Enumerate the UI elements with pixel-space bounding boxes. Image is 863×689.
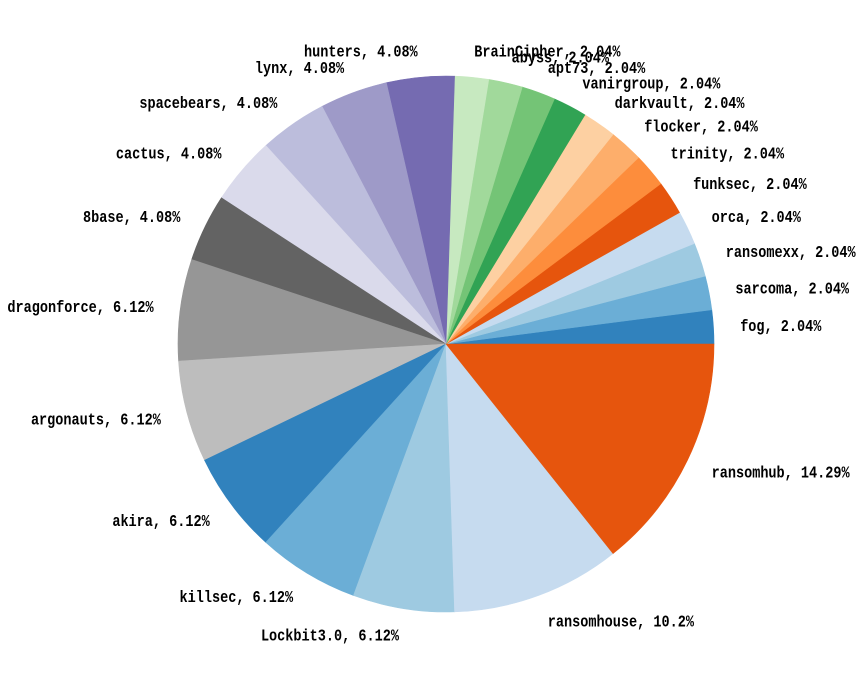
svg-text:sarcoma, 2.04%: sarcoma, 2.04% (735, 279, 849, 298)
svg-text:darkvault, 2.04%: darkvault, 2.04% (615, 94, 745, 113)
svg-text:apt73, 2.04%: apt73, 2.04% (548, 59, 645, 78)
svg-text:ransomhouse, 10.2%: ransomhouse, 10.2% (548, 612, 694, 631)
svg-text:argonauts, 6.12%: argonauts, 6.12% (31, 410, 161, 429)
svg-text:BrainCipher, 2.04%: BrainCipher, 2.04% (474, 42, 620, 61)
svg-text:cactus, 4.08%: cactus, 4.08% (116, 145, 222, 164)
svg-text:hunters, 4.08%: hunters, 4.08% (304, 42, 418, 61)
svg-text:fog, 2.04%: fog, 2.04% (740, 317, 821, 336)
svg-text:Lockbit3.0, 6.12%: Lockbit3.0, 6.12% (261, 627, 399, 646)
svg-text:vanirgroup, 2.04%: vanirgroup, 2.04% (582, 74, 720, 93)
svg-text:ransomexx, 2.04%: ransomexx, 2.04% (726, 243, 856, 262)
svg-text:ransomhub, 14.29%: ransomhub, 14.29% (712, 464, 850, 483)
svg-text:spacebears, 4.08%: spacebears, 4.08% (139, 94, 277, 113)
svg-text:funksec, 2.04%: funksec, 2.04% (693, 175, 807, 194)
svg-text:killsec, 6.12%: killsec, 6.12% (179, 588, 293, 607)
svg-text:8base, 4.08%: 8base, 4.08% (83, 208, 180, 227)
svg-text:dragonforce, 6.12%: dragonforce, 6.12% (7, 298, 153, 317)
svg-text:lynx, 4.08%: lynx, 4.08% (255, 59, 344, 78)
svg-text:flocker, 2.04%: flocker, 2.04% (644, 117, 758, 136)
svg-text:orca, 2.04%: orca, 2.04% (712, 208, 801, 227)
svg-text:abyss, 2.04%: abyss, 2.04% (512, 48, 609, 67)
svg-text:trinity, 2.04%: trinity, 2.04% (670, 145, 784, 164)
svg-text:akira, 6.12%: akira, 6.12% (112, 512, 209, 531)
